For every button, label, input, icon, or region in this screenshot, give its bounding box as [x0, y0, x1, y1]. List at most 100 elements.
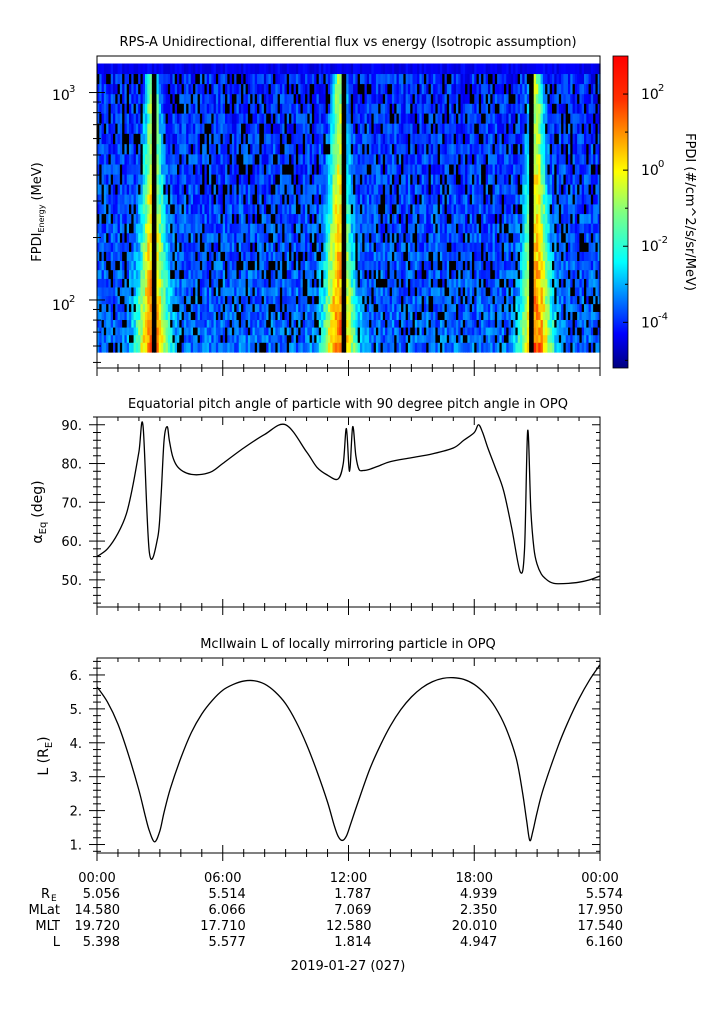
spectrogram-cell [245, 319, 249, 328]
spectrogram-cell [332, 319, 336, 328]
spectrogram-cell [142, 242, 146, 252]
spectrogram-cell [359, 194, 363, 205]
spectrogram-cell [209, 83, 212, 95]
spectrogram-cell [236, 63, 240, 75]
spectrogram-cell [99, 223, 103, 234]
spectrogram-cell [204, 319, 208, 328]
spectrogram-cell [460, 260, 464, 271]
spectrogram-cell [177, 278, 180, 288]
spectrogram-cell [286, 204, 290, 215]
spectrogram-cell [115, 153, 119, 165]
spectrogram-cell [433, 123, 436, 134]
spectrogram-cell [407, 232, 411, 243]
spectrogram-cell [124, 164, 128, 175]
spectrogram-cell [257, 334, 260, 343]
spectrogram-cell [282, 103, 286, 114]
spectrogram-cell [387, 73, 391, 85]
spectrogram-cell [382, 334, 386, 343]
spectrogram-cell [298, 194, 302, 205]
spectrogram-cell [273, 103, 276, 114]
spectrogram-cell [117, 184, 121, 195]
spectrogram-cell [97, 164, 100, 175]
spectrogram-cell [268, 174, 272, 185]
spectrogram-cell [321, 73, 324, 85]
spectrogram-cell [165, 93, 169, 104]
spectrogram-cell [398, 287, 402, 297]
spectrogram-cell [204, 113, 208, 124]
spectrogram-cell [238, 123, 242, 134]
spectrogram-cell [359, 73, 363, 85]
spectrogram-cell [113, 242, 116, 252]
spectrogram-cell [435, 63, 439, 75]
spectrogram-cell [193, 278, 196, 288]
spectrogram-cell [135, 295, 139, 305]
spectrogram-cell [378, 174, 382, 185]
spectrogram-cell [421, 143, 425, 155]
spectrogram-cell [273, 213, 276, 224]
spectrogram-cell [446, 73, 450, 85]
spectrogram-cell [318, 153, 322, 165]
spectrogram-cell [145, 319, 148, 328]
spectrogram-cell [311, 63, 315, 75]
spectrogram-cell [193, 242, 196, 252]
spectrogram-cell [318, 232, 322, 243]
spectrogram-cell [266, 311, 270, 321]
spectrogram-cell [110, 123, 114, 134]
spectrogram-cell [218, 278, 222, 288]
spectrogram-cell [181, 260, 185, 271]
spectrogram-cell [218, 204, 222, 215]
spectrogram-cell [405, 327, 409, 336]
spectrogram-cell [172, 327, 176, 336]
spectrogram-cell [142, 260, 146, 271]
spectrogram-cell [307, 153, 311, 165]
spectrogram-cell [190, 295, 194, 305]
spectrogram-cell [245, 123, 249, 134]
spectrogram-cell [460, 204, 464, 215]
spectrogram-cell [407, 113, 411, 124]
spectrogram-cell [327, 303, 331, 312]
spectrogram-cell [305, 204, 308, 215]
spectrogram-cell [158, 251, 162, 262]
spectrogram-cell [293, 251, 297, 262]
spectrogram-cell [229, 342, 233, 353]
spectrogram-cell [163, 113, 167, 124]
spectrogram-cell [298, 153, 302, 165]
spectrogram-cell [282, 133, 286, 145]
spectrogram-cell [428, 278, 432, 288]
spectrogram-cell [115, 123, 119, 134]
spectrogram-cell [325, 113, 329, 124]
spectrogram-cell [179, 194, 183, 205]
spectrogram-cell [321, 194, 324, 205]
spectrogram-cell [343, 83, 347, 95]
spectrogram-cell [131, 287, 135, 297]
spectrogram-cell [430, 223, 434, 234]
spectrogram-cell [270, 287, 274, 297]
spectrogram-cell [380, 153, 384, 165]
spectrogram-cell [126, 153, 130, 165]
spectrogram-cell [357, 123, 361, 134]
spectrogram-cell [250, 327, 254, 336]
spectrogram-cell [275, 133, 279, 145]
spectrogram-cell [135, 242, 139, 252]
spectrogram-cell [339, 83, 343, 95]
spectrogram-cell [197, 334, 201, 343]
spectrogram-cell [327, 251, 331, 262]
spectrogram-cell [451, 278, 455, 288]
spectrogram-cell [215, 278, 219, 288]
spectrogram-cell [337, 213, 340, 224]
spectrogram-cell [378, 311, 382, 321]
spectrogram-cell [209, 63, 212, 75]
spectrogram-cell [433, 93, 436, 104]
spectrogram-cell [263, 342, 267, 353]
spectrogram-cell [199, 164, 203, 175]
spectrogram-cell [302, 232, 306, 243]
spectrogram-cell [261, 242, 265, 252]
spectrogram-cell [460, 232, 464, 243]
spectrogram-cell [151, 311, 155, 321]
spectrogram-cell [279, 204, 283, 215]
spectrogram-cell [133, 143, 137, 155]
spectrogram-cell [293, 334, 297, 343]
spectrogram-cell [414, 123, 418, 134]
spectrogram-cell [330, 232, 334, 243]
spectrogram-cell [364, 319, 368, 328]
